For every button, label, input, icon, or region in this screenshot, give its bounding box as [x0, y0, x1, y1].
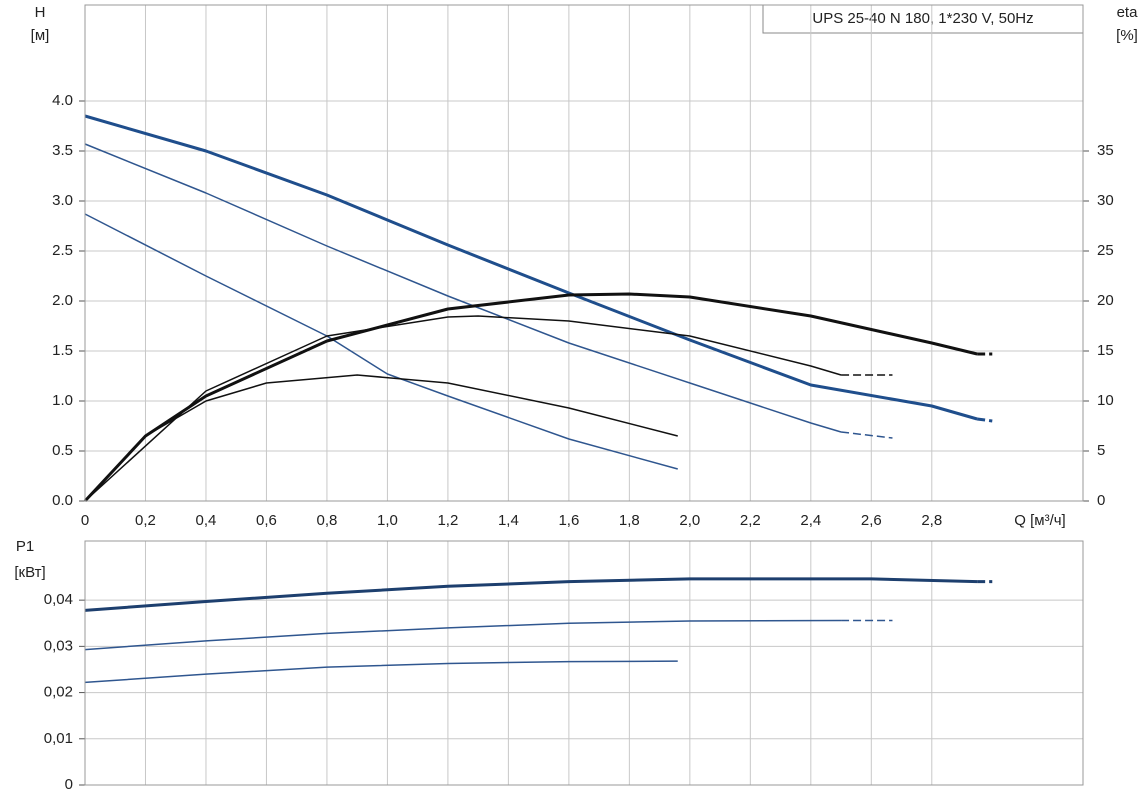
- plot-frame: [84, 4, 1084, 502]
- y-axis-label: P1: [16, 538, 34, 555]
- y2-tick-label: 10: [1097, 392, 1114, 409]
- x-tick-label: 2,0: [679, 512, 700, 529]
- y2-tick-label: 5: [1097, 442, 1105, 459]
- y-tick-label: 1.5: [52, 342, 73, 359]
- chart-title: UPS 25-40 N 180, 1*230 V, 50Hz: [812, 10, 1033, 27]
- x-tick-label: 2,6: [861, 512, 882, 529]
- x-tick-label: 0: [81, 512, 89, 529]
- y2-axis-label: eta: [1117, 4, 1139, 21]
- x-tick-label: 0,2: [135, 512, 156, 529]
- y-tick-label: 1.0: [52, 392, 73, 409]
- efficiency-curve: [84, 374, 678, 502]
- efficiency-curve: [84, 315, 842, 502]
- y-tick-label: 3.0: [52, 192, 73, 209]
- y2-tick-label: 15: [1097, 342, 1114, 359]
- curve: [84, 114, 978, 421]
- y-tick-label: 0.0: [52, 492, 73, 509]
- curve: [976, 417, 993, 423]
- curve: [84, 577, 978, 612]
- curve: [840, 431, 893, 439]
- x-tick-label: 2,4: [800, 512, 821, 529]
- y-tick-label: 0.5: [52, 442, 73, 459]
- y-tick-label: 4.0: [52, 92, 73, 109]
- y-tick-label: 0: [65, 776, 73, 793]
- y2-tick-label: 35: [1097, 142, 1114, 159]
- x-tick-label: 1,0: [377, 512, 398, 529]
- y-axis-unit: [м]: [31, 27, 50, 44]
- x-tick-label: 1,4: [498, 512, 519, 529]
- x-tick-label: 1,6: [558, 512, 579, 529]
- title-box: [762, 4, 1084, 34]
- curve: [84, 619, 842, 651]
- y2-tick-label: 30: [1097, 192, 1114, 209]
- curve: [84, 143, 842, 433]
- y-tick-label: 3.5: [52, 142, 73, 159]
- y-tick-label: 0,02: [44, 684, 73, 701]
- curve: [84, 213, 678, 470]
- y-tick-label: 2.5: [52, 242, 73, 259]
- x-tick-label: 0,8: [317, 512, 338, 529]
- y-axis-label: H: [35, 4, 46, 21]
- y2-tick-label: 25: [1097, 242, 1114, 259]
- plot-frame: [84, 540, 1084, 786]
- y-tick-label: 0,03: [44, 637, 73, 654]
- x-tick-label: 1,2: [437, 512, 458, 529]
- y-tick-label: 0,04: [44, 591, 73, 608]
- x-tick-label: 1,8: [619, 512, 640, 529]
- x-axis-label: Q [м³/ч]: [1014, 512, 1065, 529]
- x-tick-label: 2,8: [921, 512, 942, 529]
- y2-axis-unit: [%]: [1116, 27, 1138, 44]
- y-axis-unit: [кВт]: [14, 564, 45, 581]
- y2-tick-label: 20: [1097, 292, 1114, 309]
- x-tick-label: 0,6: [256, 512, 277, 529]
- curve: [84, 660, 678, 684]
- curve-layer: [83, 114, 993, 684]
- y2-tick-label: 0: [1097, 492, 1105, 509]
- x-tick-label: 2,2: [740, 512, 761, 529]
- x-tick-label: 0,4: [196, 512, 217, 529]
- y-tick-label: 0,01: [44, 730, 73, 747]
- y-tick-label: 2.0: [52, 292, 73, 309]
